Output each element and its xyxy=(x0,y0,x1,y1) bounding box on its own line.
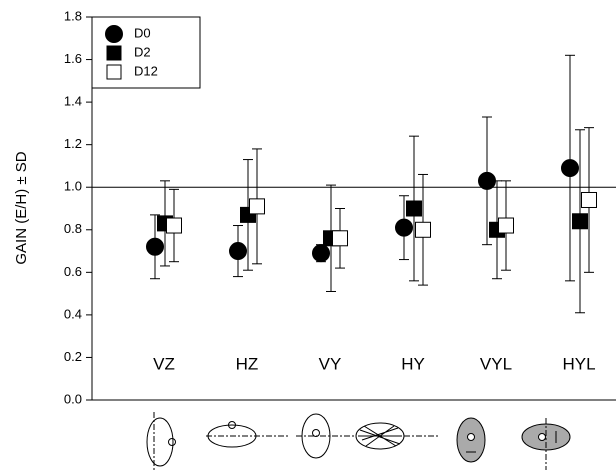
point xyxy=(332,230,348,247)
point xyxy=(395,218,413,237)
category-label: VZ xyxy=(153,354,175,373)
category-label: VY xyxy=(319,354,342,373)
legend-label: D2 xyxy=(134,44,151,59)
legend-marker xyxy=(106,45,122,61)
y-tick-label: 0.8 xyxy=(64,221,82,236)
point xyxy=(406,200,422,217)
y-tick-label: 0.4 xyxy=(64,306,82,321)
category-label: HY xyxy=(401,354,425,373)
legend-marker xyxy=(105,25,123,43)
y-tick-label: 1.2 xyxy=(64,136,82,151)
icon xyxy=(146,417,174,467)
icon xyxy=(538,433,546,441)
icon xyxy=(312,429,320,437)
point xyxy=(312,244,330,263)
point xyxy=(478,171,496,190)
icon xyxy=(168,438,176,446)
y-tick-label: 1.0 xyxy=(64,179,82,194)
point xyxy=(229,242,247,261)
stimulus-icons xyxy=(146,412,571,470)
y-tick-label: 1.8 xyxy=(64,8,82,23)
icon xyxy=(228,421,236,429)
y-tick-label: 1.4 xyxy=(64,94,82,109)
icon xyxy=(358,425,402,447)
point xyxy=(581,191,597,208)
point xyxy=(561,159,579,178)
category-label: HZ xyxy=(236,354,259,373)
point xyxy=(249,198,265,215)
point xyxy=(572,213,588,230)
y-axis-title: GAIN (E/H) ± SD xyxy=(13,151,30,264)
y-tick-label: 1.6 xyxy=(64,51,82,66)
point xyxy=(498,217,514,234)
point xyxy=(415,221,431,238)
icon xyxy=(467,433,475,441)
y-tick-label: 0.6 xyxy=(64,264,82,279)
y-tick-label: 0.0 xyxy=(64,391,82,406)
legend-label: D12 xyxy=(134,63,158,78)
category-label: VYL xyxy=(480,354,512,373)
legend-marker xyxy=(106,64,122,80)
category-label: HYL xyxy=(562,354,595,373)
point xyxy=(146,237,164,256)
y-tick-label: 0.2 xyxy=(64,349,82,364)
point xyxy=(166,217,182,234)
legend-label: D0 xyxy=(134,25,151,40)
